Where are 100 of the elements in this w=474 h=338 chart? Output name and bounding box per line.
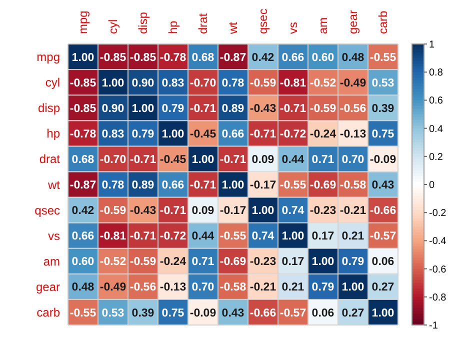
data-label: -0.72 (280, 128, 306, 140)
data-label: 0.42 (252, 52, 274, 64)
data-label: 0.44 (192, 230, 215, 243)
data-label: -0.09 (190, 307, 216, 320)
data-label: 0.71 (312, 154, 335, 166)
data-label: 0.68 (72, 154, 95, 166)
y-tick-label: vs (48, 228, 60, 243)
data-label: -0.85 (70, 77, 97, 90)
x-tick-label: hp (166, 20, 180, 34)
data-label: -0.24 (160, 256, 187, 268)
data-label: -0.71 (220, 154, 247, 166)
data-label: -0.59 (310, 102, 336, 115)
y-tick-label: cyl (45, 76, 60, 90)
data-label: 1.00 (252, 205, 274, 218)
data-label: -0.85 (100, 52, 127, 64)
color-bar-label: 0 (429, 180, 435, 191)
data-label: 0.90 (102, 102, 124, 115)
color-bar-label: 0.8 (429, 68, 444, 79)
y-tick-label: am (43, 254, 60, 268)
data-label: -0.81 (100, 230, 127, 243)
data-label: 1.00 (72, 52, 94, 64)
data-label: 0.42 (72, 205, 94, 218)
color-bar-label: 0.4 (429, 124, 444, 135)
data-label: -0.59 (130, 256, 156, 268)
data-label: 0.90 (132, 77, 154, 90)
data-label: -0.17 (250, 180, 276, 192)
x-tick-label: drat (196, 12, 210, 34)
data-label: 1.00 (222, 180, 244, 192)
data-label: -0.71 (250, 128, 277, 140)
data-label: 0.66 (222, 128, 244, 140)
data-label: -0.57 (370, 230, 396, 243)
data-label: -0.71 (130, 154, 157, 166)
data-label: -0.21 (340, 205, 367, 218)
data-label: 1.00 (372, 307, 394, 320)
color-bar-label: 1 (429, 40, 435, 50)
data-label: 0.74 (252, 230, 275, 243)
data-label: -0.57 (280, 307, 306, 320)
data-label: -0.49 (100, 282, 126, 294)
data-label: -0.59 (250, 77, 276, 90)
data-label: 0.89 (132, 180, 154, 192)
data-label: 0.79 (132, 128, 154, 140)
data-label: -0.66 (250, 307, 276, 320)
data-label: -0.43 (130, 205, 156, 218)
data-label: 0.48 (72, 282, 95, 294)
x-tick-label: am (316, 17, 330, 34)
data-label: -0.81 (280, 77, 307, 90)
data-label: -0.52 (100, 256, 126, 268)
data-label: -0.71 (160, 205, 187, 218)
data-label: 0.79 (312, 282, 334, 294)
data-label: -0.71 (190, 180, 217, 192)
data-label: 0.21 (342, 230, 365, 243)
data-label: 0.66 (72, 230, 94, 243)
color-bar-label: -0.6 (429, 264, 447, 276)
data-label: 0.09 (192, 205, 214, 218)
y-tick-label: qsec (34, 203, 60, 218)
data-label: 0.83 (102, 128, 124, 140)
x-tick-label: carb (376, 10, 390, 34)
data-label: -0.58 (220, 282, 247, 294)
data-label: -0.66 (370, 205, 396, 218)
y-tick-label: disp (38, 101, 60, 116)
data-label: -0.87 (70, 180, 96, 192)
data-label: 0.74 (282, 205, 305, 218)
data-label: 0.06 (372, 256, 394, 268)
data-label: 0.71 (192, 256, 215, 268)
x-tick-label: mpg (76, 10, 90, 34)
data-label: -0.85 (70, 102, 97, 115)
data-label: -0.23 (310, 205, 336, 218)
x-tick-label: vs (286, 22, 300, 34)
data-label: -0.78 (70, 128, 97, 140)
data-label: 0.43 (372, 180, 394, 192)
data-label: 1.00 (162, 128, 184, 140)
data-label: 0.60 (72, 256, 94, 268)
data-label: -0.71 (130, 230, 157, 243)
data-label: -0.78 (160, 52, 187, 64)
data-label: -0.52 (310, 77, 336, 90)
data-label: -0.24 (310, 128, 337, 140)
data-label: 1.00 (342, 282, 364, 294)
data-label: 0.53 (102, 307, 124, 320)
data-label: 1.00 (192, 154, 214, 166)
data-label: -0.71 (190, 102, 217, 115)
data-label: -0.43 (250, 102, 276, 115)
data-label: 0.09 (252, 154, 274, 166)
data-label: 0.66 (162, 180, 184, 192)
data-label: -0.56 (340, 102, 366, 115)
data-label: -0.59 (100, 205, 126, 218)
data-label: -0.45 (190, 128, 217, 140)
color-bar-label: -0.2 (429, 208, 447, 220)
data-label: 0.21 (282, 282, 305, 294)
color-bar-label: 0.2 (429, 152, 444, 163)
data-label: 0.17 (282, 256, 304, 268)
data-label: -0.13 (160, 282, 186, 294)
data-label: 0.44 (282, 154, 305, 166)
data-label: 0.66 (282, 52, 304, 64)
color-bar-label: 0.6 (429, 96, 444, 107)
data-label: -0.56 (130, 282, 156, 294)
x-tick-label: disp (136, 12, 150, 34)
data-label: -0.17 (220, 205, 246, 218)
data-label: 0.78 (222, 77, 245, 90)
data-label: 0.75 (162, 307, 185, 320)
data-label: -0.71 (280, 102, 307, 115)
